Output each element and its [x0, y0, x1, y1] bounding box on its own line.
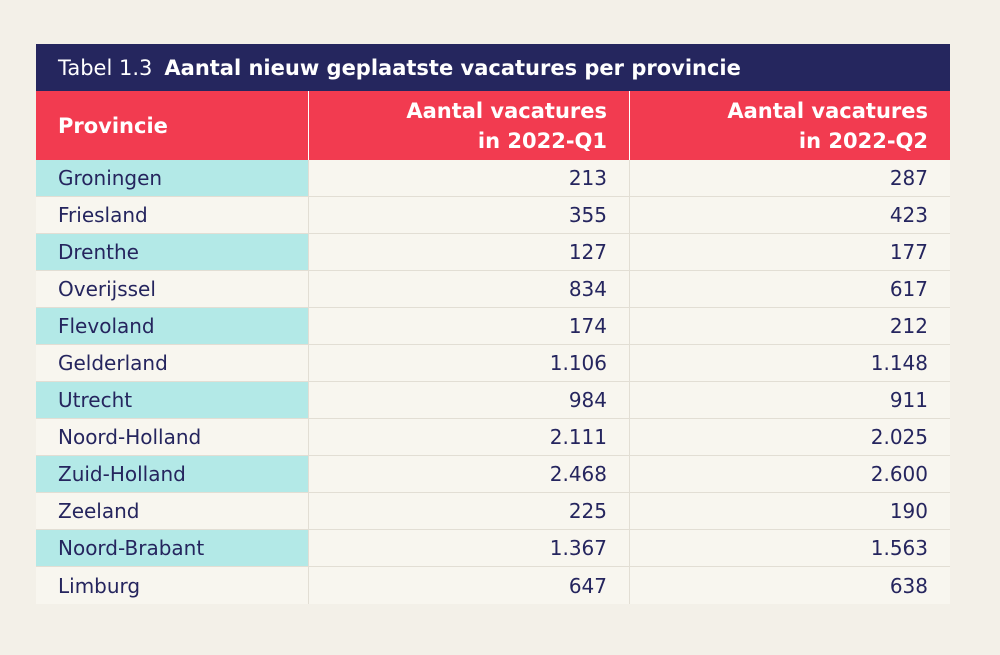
header-q2: Aantal vacatures in 2022-Q2 — [630, 91, 950, 160]
cell-q1: 213 — [309, 160, 630, 196]
table-header-row: Provincie Aantal vacatures in 2022-Q1 Aa… — [36, 91, 950, 160]
table-caption-title: Aantal nieuw geplaatste vacatures per pr… — [164, 55, 741, 80]
cell-provincie: Gelderland — [36, 345, 309, 381]
table-caption-number: Tabel 1.3 — [58, 55, 153, 80]
table-row: Utrecht 984 911 — [36, 382, 950, 419]
cell-q2: 1.563 — [870, 536, 928, 560]
cell-q2: 911 — [889, 388, 928, 412]
table-row: Noord-Holland 2.111 2.025 — [36, 419, 950, 456]
cell-q2: 2.600 — [870, 462, 928, 486]
header-provincie: Provincie — [36, 91, 309, 160]
cell-q1: 174 — [309, 308, 630, 344]
header-provincie-label: Provincie — [58, 113, 168, 138]
cell-provincie: Zuid-Holland — [36, 456, 309, 492]
cell-q1: 834 — [309, 271, 630, 307]
table-body: Groningen 213 287 Friesland 355 423 Dren… — [36, 160, 950, 604]
cell-q1: 984 — [309, 382, 630, 418]
table-row: Groningen 213 287 — [36, 160, 950, 197]
cell-q2: 617 — [889, 277, 928, 301]
cell-q1: 127 — [309, 234, 630, 270]
cell-provincie: Friesland — [36, 197, 309, 233]
cell-q1: 2.111 — [309, 419, 630, 455]
cell-q1: 647 — [309, 567, 630, 604]
cell-provincie: Noord-Holland — [36, 419, 309, 455]
cell-q2: 177 — [889, 240, 928, 264]
cell-q2: 287 — [889, 166, 928, 190]
table-row: Zeeland 225 190 — [36, 493, 950, 530]
cell-provincie: Noord-Brabant — [36, 530, 309, 566]
header-q2-line2: in 2022-Q2 — [798, 128, 928, 153]
cell-provincie: Flevoland — [36, 308, 309, 344]
vacancy-table: Tabel 1.3 Aantal nieuw geplaatste vacatu… — [36, 44, 950, 604]
cell-q1: 355 — [309, 197, 630, 233]
header-q1-line1: Aantal vacatures — [406, 98, 607, 123]
cell-provincie: Drenthe — [36, 234, 309, 270]
cell-q1: 2.468 — [309, 456, 630, 492]
header-q1: Aantal vacatures in 2022-Q1 — [309, 91, 630, 160]
table-row: Limburg 647 638 — [36, 567, 950, 604]
cell-provincie: Zeeland — [36, 493, 309, 529]
cell-q1: 1.106 — [309, 345, 630, 381]
table-row: Friesland 355 423 — [36, 197, 950, 234]
cell-provincie: Utrecht — [36, 382, 309, 418]
table-row: Drenthe 127 177 — [36, 234, 950, 271]
cell-q2: 190 — [889, 499, 928, 523]
cell-provincie: Overijssel — [36, 271, 309, 307]
cell-q2: 423 — [889, 203, 928, 227]
table-row: Gelderland 1.106 1.148 — [36, 345, 950, 382]
cell-provincie: Limburg — [36, 567, 309, 604]
cell-q2: 212 — [889, 314, 928, 338]
cell-q2: 1.148 — [870, 351, 928, 375]
cell-q2: 2.025 — [870, 425, 928, 449]
cell-q1: 225 — [309, 493, 630, 529]
cell-q2: 638 — [889, 573, 928, 598]
cell-q1: 1.367 — [309, 530, 630, 566]
table-row: Flevoland 174 212 — [36, 308, 950, 345]
header-q1-line2: in 2022-Q1 — [477, 128, 607, 153]
table-row: Noord-Brabant 1.367 1.563 — [36, 530, 950, 567]
table-row: Zuid-Holland 2.468 2.600 — [36, 456, 950, 493]
cell-provincie: Groningen — [36, 160, 309, 196]
header-q2-line1: Aantal vacatures — [727, 98, 928, 123]
table-row: Overijssel 834 617 — [36, 271, 950, 308]
table-caption: Tabel 1.3 Aantal nieuw geplaatste vacatu… — [36, 44, 950, 91]
